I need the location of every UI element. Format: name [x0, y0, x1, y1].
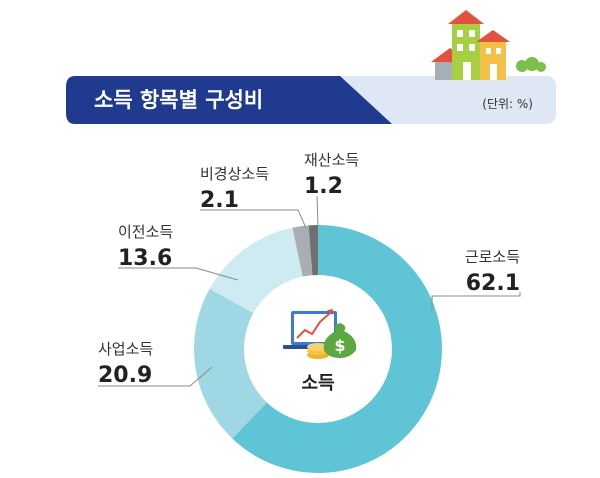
label-근로소득: 근로소득 [465, 248, 520, 266]
chart-title: 소득 항목별 구성비 [94, 88, 263, 112]
label-비경상소득: 비경상소득 [200, 165, 269, 183]
leader-line-비경상소득 [200, 209, 307, 229]
value-사업소득: 20.9 [98, 363, 152, 388]
leader-line-재산소득 [316, 195, 319, 227]
leader-line-이전소득 [118, 267, 239, 281]
leader-lines [98, 195, 521, 387]
value-이전소득: 13.6 [118, 246, 172, 271]
label-재산소득: 재산소득 [304, 151, 359, 169]
value-재산소득: 1.2 [304, 174, 343, 199]
title-banner: 소득 항목별 구성비 (단위: %) [66, 76, 556, 124]
svg-text:$: $ [334, 336, 345, 355]
houses-illustration [431, 10, 546, 80]
label-이전소득: 이전소득 [118, 223, 173, 241]
income-icon: $ [283, 309, 357, 359]
value-근로소득: 62.1 [466, 271, 520, 296]
leader-line-근로소득 [431, 292, 521, 310]
label-사업소득: 사업소득 [98, 340, 153, 358]
leader-line-사업소득 [98, 366, 213, 387]
banner-title-block [66, 76, 392, 124]
unit-label: (단위: %) [482, 97, 533, 111]
center-label: 소득 [301, 373, 334, 394]
value-비경상소득: 2.1 [200, 188, 239, 213]
